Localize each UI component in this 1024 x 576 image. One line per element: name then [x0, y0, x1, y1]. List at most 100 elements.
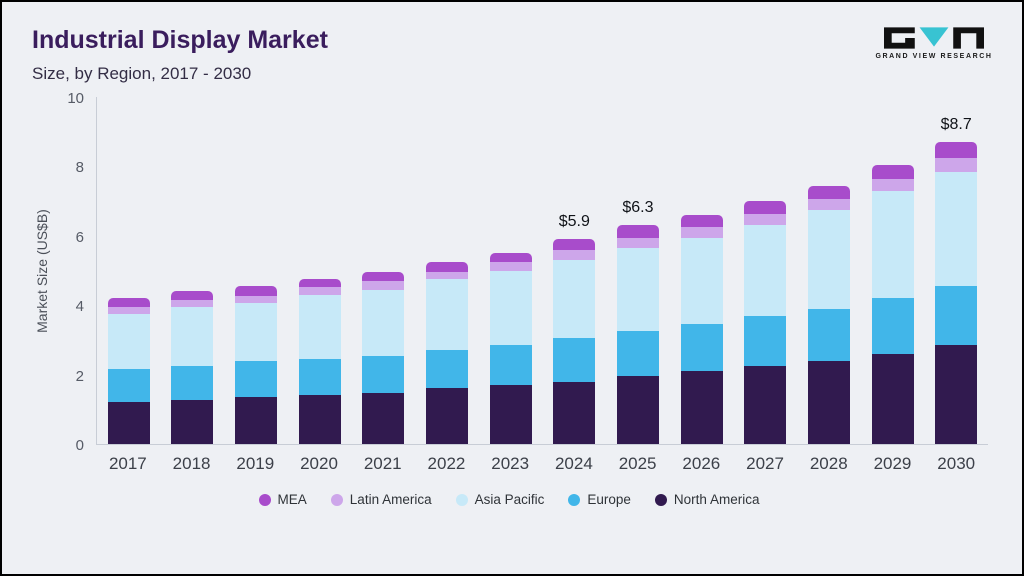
bar-segment-latin-america	[807, 198, 850, 210]
legend-item-mea: MEA	[258, 492, 307, 507]
bar-column-2030: $8.7	[924, 97, 988, 444]
legend-swatch-north-america	[654, 493, 667, 506]
y-axis: Market Size (US$B) 0 2 4 6 8 10	[30, 90, 96, 454]
bar-segment-north-america	[616, 376, 659, 444]
title-block: Industrial Display Market Size, by Regio…	[32, 24, 328, 85]
bar-segment-north-america	[807, 360, 850, 444]
bar-column-2027	[733, 97, 797, 444]
bar-segment-latin-america	[680, 227, 723, 238]
stacked-bar-2029	[871, 164, 914, 444]
x-axis-label: 2030	[937, 454, 976, 473]
legend: MEA Latin America Asia Pacific Europe North …	[30, 492, 988, 507]
x-axis-label: 2021	[363, 454, 402, 473]
bar-segment-latin-america	[871, 178, 914, 191]
stacked-bar-2022	[426, 261, 469, 444]
bar-column-2023	[479, 97, 543, 444]
bar-segment-europe	[744, 315, 787, 366]
bar-segment-asia-pacific	[489, 270, 532, 346]
bar-segment-north-america	[426, 388, 469, 444]
legend-swatch-mea	[258, 493, 271, 506]
x-axis-label: 2019	[236, 454, 275, 473]
x-axis-label: 2028	[809, 454, 848, 473]
bar-segment-north-america	[935, 345, 978, 444]
brand-logo: GRAND VIEW RESEARCH	[875, 26, 991, 60]
x-axis-label: 2029	[873, 454, 912, 473]
x-axis-label: 2025	[618, 454, 657, 473]
legend-item-europe: Europe	[568, 492, 631, 507]
bar-segment-mea	[362, 272, 405, 282]
page-subtitle: Size, by Region, 2017 - 2030	[32, 64, 252, 83]
y-tick-label: 0	[75, 437, 84, 454]
chart-area: Market Size (US$B) 0 2 4 6 8 10 $5.9 $6.3 $8.7 …	[30, 90, 988, 507]
bar-segment-europe	[616, 331, 659, 377]
legend-label: Latin America	[349, 492, 432, 507]
y-tick-label: 8	[75, 159, 84, 177]
bar-segment-mea	[871, 164, 914, 179]
bar-column-2019	[224, 97, 288, 444]
bar-segment-asia-pacific	[426, 279, 469, 351]
bar-segment-north-america	[298, 395, 341, 444]
bar-segment-asia-pacific	[935, 171, 978, 287]
bar-segment-mea	[807, 185, 850, 199]
stacked-bar-2021	[362, 272, 405, 444]
y-tick-label: 6	[75, 228, 84, 246]
legend-swatch-asia-pacific	[455, 493, 468, 506]
bar-segment-europe	[871, 298, 914, 354]
bar-column-2028	[797, 97, 861, 444]
header: Industrial Display Market Size, by Regio…	[2, 2, 1022, 85]
y-tick-label: 4	[75, 298, 84, 316]
bar-segment-mea	[680, 215, 723, 228]
bar-column-2018	[161, 97, 225, 444]
bar-segment-latin-america	[362, 281, 405, 290]
x-axis-label: 2027	[746, 454, 784, 473]
x-axis: 2017 2018 2019 2020 2021 2022 2023 2024 2025 2026…	[96, 445, 988, 474]
legend-label: North America	[673, 492, 760, 507]
bar-segment-latin-america	[489, 262, 532, 271]
legend-item-asia-pacific: Asia Pacific	[455, 492, 544, 507]
stacked-bar-2020	[298, 279, 341, 444]
bar-segment-mea	[171, 291, 214, 301]
bar-segment-mea	[489, 253, 532, 263]
bar-segment-asia-pacific	[680, 237, 723, 325]
bar-segment-asia-pacific	[616, 247, 659, 332]
y-tick-label: 2	[75, 367, 84, 385]
legend-label: Europe	[587, 492, 631, 507]
bar-column-2021	[352, 97, 416, 444]
bar-segment-asia-pacific	[362, 289, 405, 356]
y-axis-title: Market Size (US$B)	[34, 209, 50, 333]
bar-segment-north-america	[871, 353, 914, 444]
bar-column-2026	[670, 97, 734, 444]
bar-segment-asia-pacific	[744, 225, 787, 316]
bar-segment-latin-america	[935, 157, 978, 172]
bar-segment-mea	[616, 225, 659, 238]
bar-segment-europe	[171, 365, 214, 400]
bar-segment-north-america	[680, 371, 723, 444]
bar-segment-europe	[935, 286, 978, 346]
bar-column-2020	[288, 97, 352, 444]
bar-segment-europe	[489, 345, 532, 386]
bar-segment-latin-america	[553, 250, 596, 261]
stacked-bar-2027	[744, 201, 787, 444]
bar-segment-asia-pacific	[107, 313, 150, 370]
legend-swatch-latin-america	[330, 493, 343, 506]
bar-column-2025: $6.3	[606, 97, 670, 444]
gvr-logo-icon	[884, 27, 984, 49]
plot-area: $5.9 $6.3 $8.7	[96, 97, 988, 445]
bar-segment-mea	[744, 201, 787, 215]
bar-segment-mea	[298, 279, 341, 288]
stacked-bar-2026	[680, 215, 723, 444]
bar-segment-north-america	[107, 402, 150, 444]
bar-column-2024: $5.9	[542, 97, 606, 444]
bar-segment-north-america	[362, 393, 405, 444]
bar-column-2022	[415, 97, 479, 444]
stacked-bar-2023	[489, 253, 532, 444]
bar-segment-europe	[235, 360, 278, 398]
stacked-bar-2025	[616, 225, 659, 444]
bar-segment-north-america	[171, 399, 214, 444]
bar-segment-mea	[107, 298, 150, 307]
x-axis-label: 2017	[108, 454, 147, 473]
bar-segment-north-america	[744, 365, 787, 444]
bar-segment-europe	[426, 350, 469, 389]
plot-row: Market Size (US$B) 0 2 4 6 8 10 $5.9 $6.3 $8.7	[30, 90, 988, 454]
bar-segment-north-america	[553, 381, 596, 444]
